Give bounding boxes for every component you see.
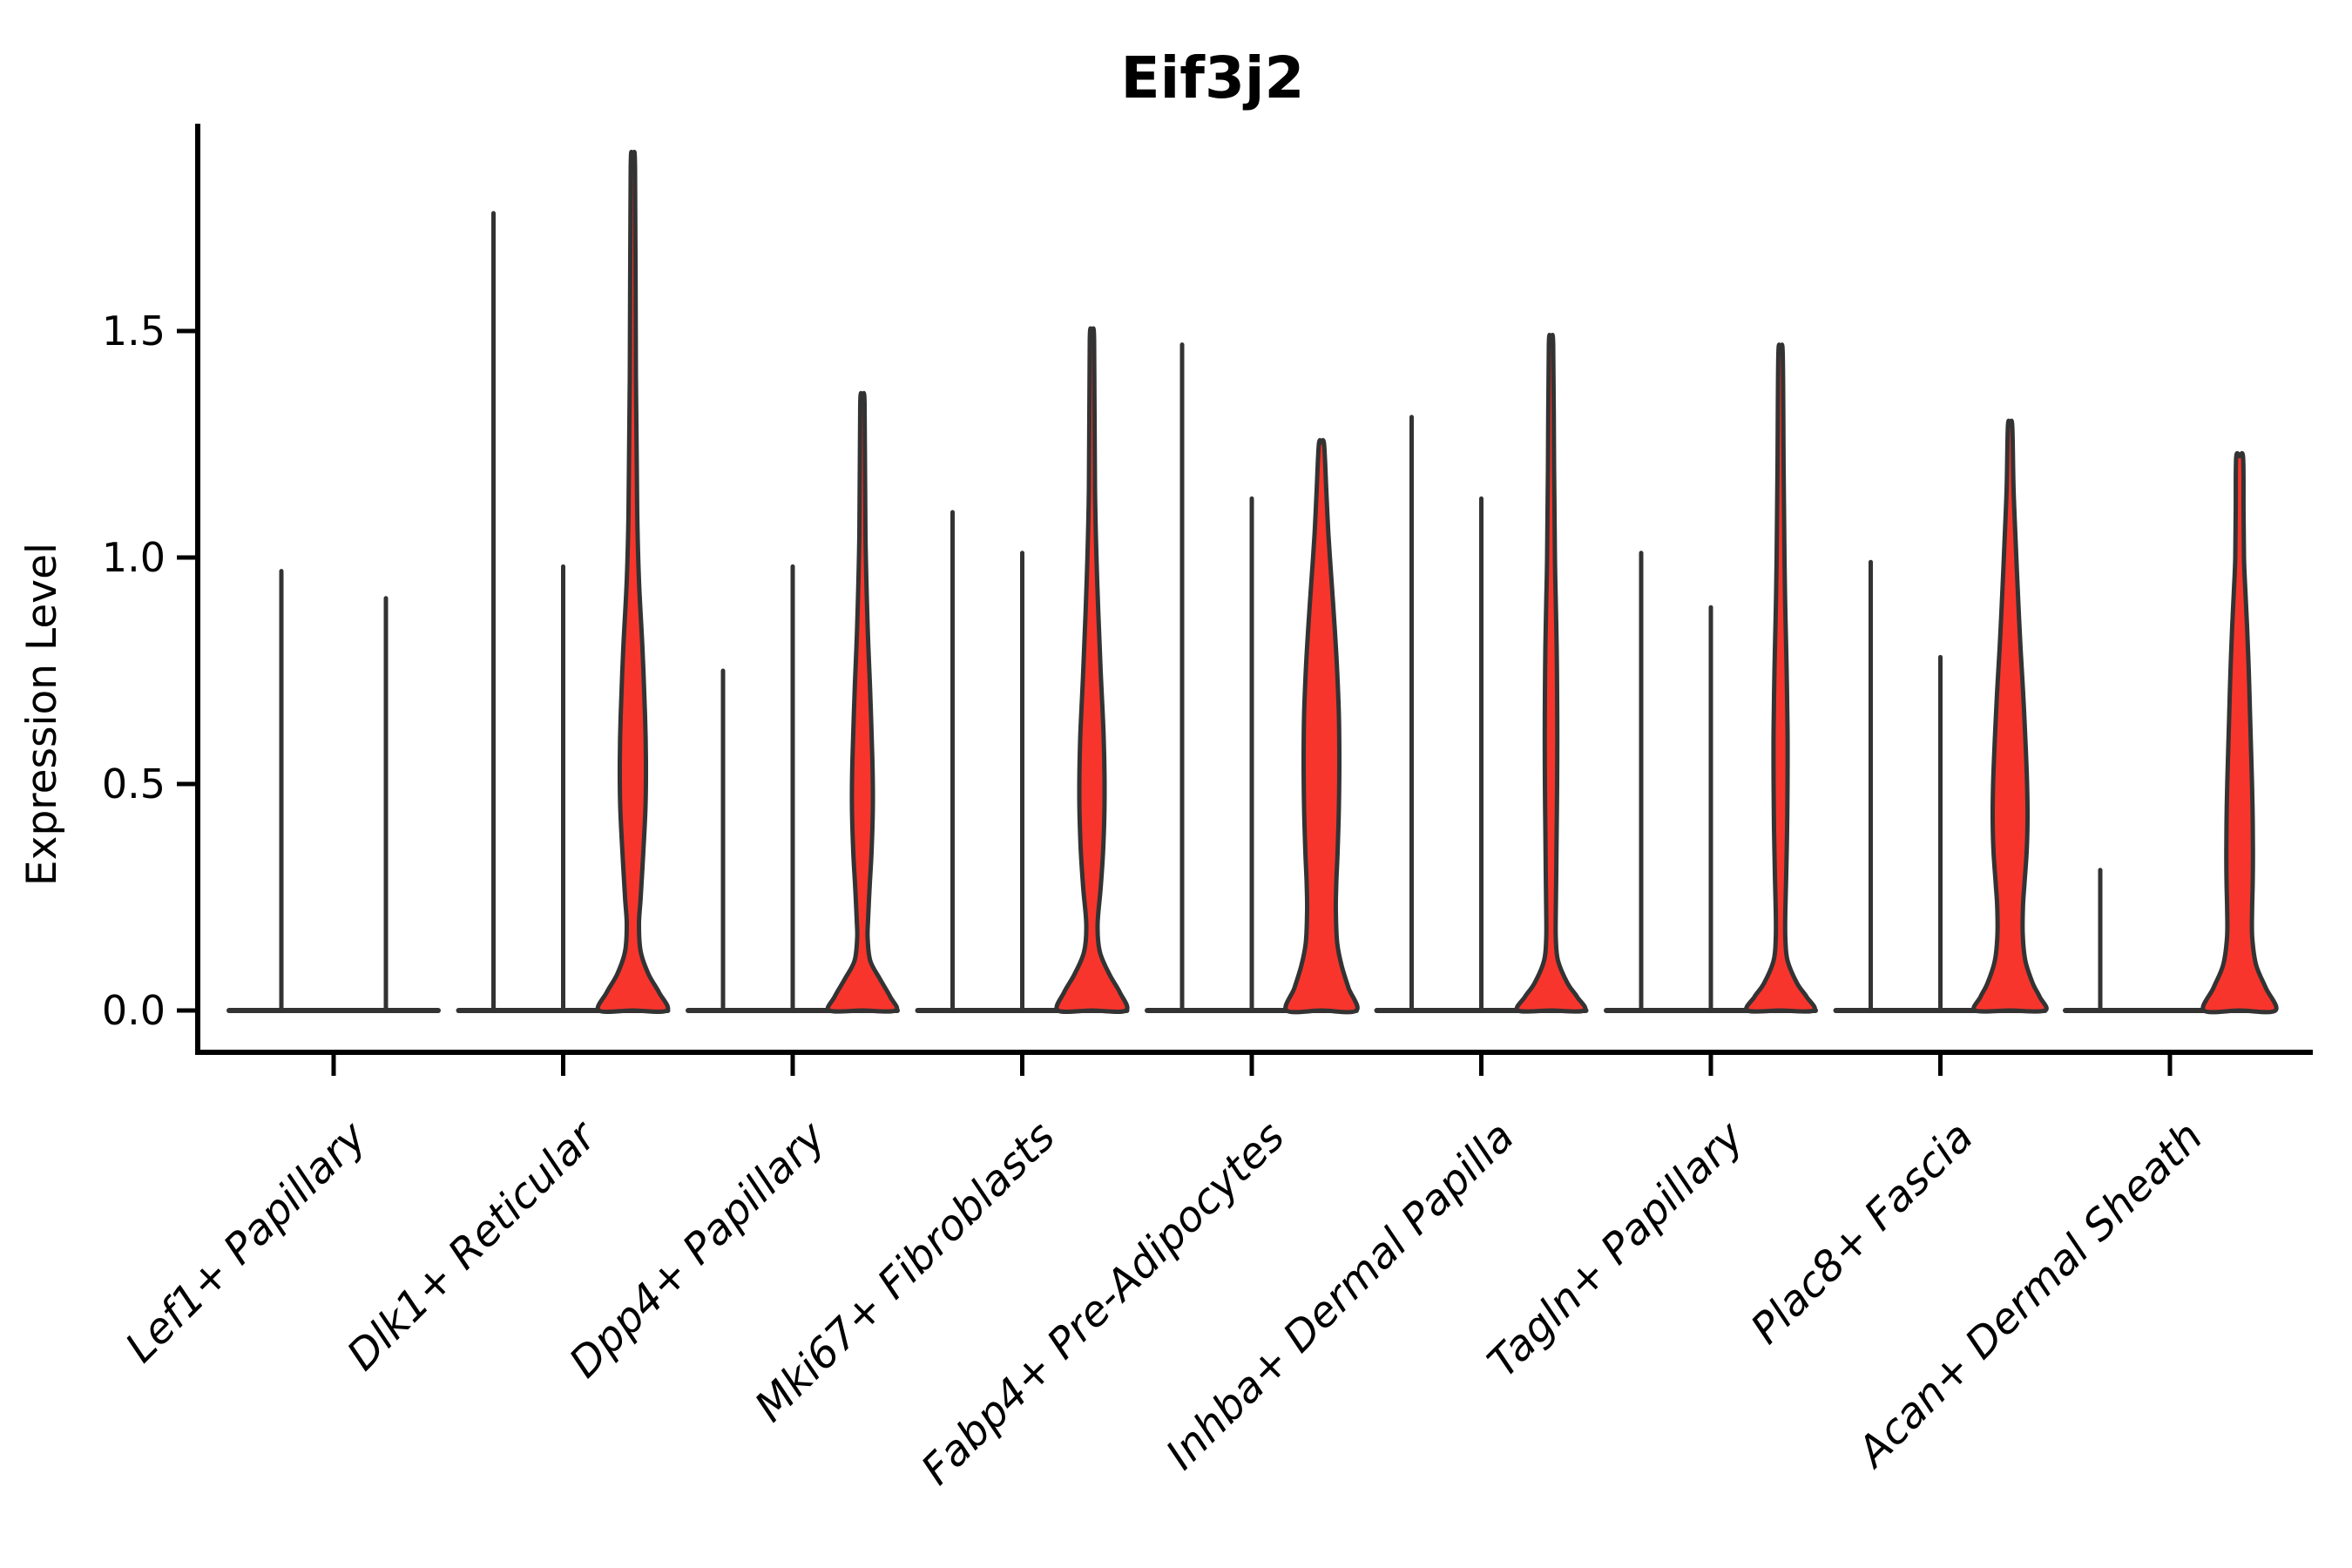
- x-tick-label: Plac8+ Fascia: [1741, 1112, 1983, 1354]
- y-tick-label: 0.5: [102, 760, 166, 808]
- x-tick-label: Lef1+ Papillary: [116, 1112, 376, 1372]
- x-tick-label: Tagln+ Papillary: [1478, 1112, 1754, 1387]
- violin-body: [1054, 326, 1130, 1015]
- chart-title: Eif3j2: [1121, 44, 1305, 112]
- violin-body: [595, 149, 671, 1015]
- x-tick-label: Dlk1+ Reticular: [338, 1111, 608, 1381]
- y-axis-title: Expression Level: [18, 543, 66, 886]
- y-tick-label: 0.0: [102, 987, 166, 1034]
- y-tick-label: 1.5: [102, 308, 166, 355]
- violin-body: [1744, 342, 1817, 1014]
- violin-body: [2200, 450, 2279, 1015]
- violin-body: [825, 390, 900, 1014]
- x-tick-label: Fabp4+ Pre-Adipocytes: [912, 1112, 1294, 1495]
- x-tick-label: Dpp4+ Papillary: [560, 1112, 835, 1387]
- violin-body: [1971, 418, 2049, 1014]
- violin-body: [1514, 333, 1588, 1014]
- violin-body: [1283, 437, 1360, 1015]
- y-tick-label: 1.0: [102, 534, 166, 581]
